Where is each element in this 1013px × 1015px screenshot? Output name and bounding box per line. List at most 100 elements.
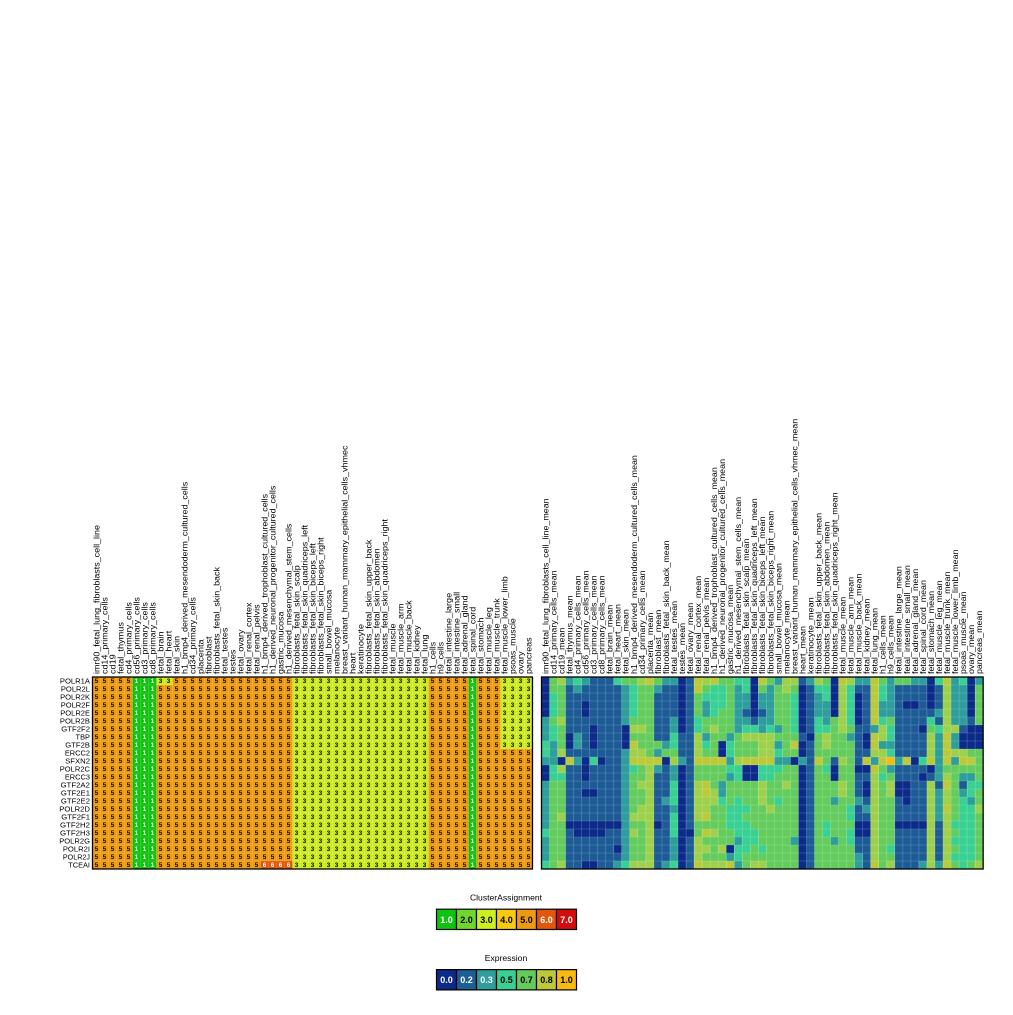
svg-text:melanocyte: melanocyte	[332, 626, 341, 674]
svg-text:h1_bmp4_derived_trophoblast_cu: h1_bmp4_derived_trophoblast_cultured_cel…	[710, 467, 719, 674]
svg-text:cd19_mean: cd19_mean	[557, 628, 566, 674]
svg-text:fetal_adrenal_gland_mean: fetal_adrenal_gland_mean	[911, 569, 920, 674]
svg-text:cd56_primary_cells_mean: cd56_primary_cells_mean	[582, 570, 591, 674]
svg-text:fetal_muscle_mean: fetal_muscle_mean	[839, 597, 848, 674]
svg-text:POLR2G: POLR2G	[59, 836, 90, 845]
svg-text:placenta_mean: placenta_mean	[646, 613, 655, 674]
svg-text:h1_bmp4_derived_mesendoderm_cu: h1_bmp4_derived_mesendoderm_cultured_cel…	[180, 482, 189, 674]
svg-text:GTF2A2: GTF2A2	[60, 780, 90, 789]
svg-text:555555555555555555555533333333: 5555555555555555555555333333333333333335…	[95, 686, 531, 693]
svg-text:fetal_testes: fetal_testes	[220, 628, 229, 674]
svg-text:heart: heart	[348, 652, 357, 674]
svg-text:SFXN2: SFXN2	[65, 756, 90, 765]
svg-text:fibroblasts_fetal_skin_abdomen: fibroblasts_fetal_skin_abdomen	[372, 548, 381, 674]
svg-text:fetal_thymus: fetal_thymus	[116, 622, 125, 674]
svg-text:fetal_brain_mean: fetal_brain_mean	[606, 605, 615, 674]
svg-text:GTF2F2: GTF2F2	[61, 724, 90, 733]
svg-text:555555555555555555555533333333: 5555555555555555555555333333333333333335…	[95, 726, 531, 733]
svg-text:0.5: 0.5	[500, 975, 513, 985]
svg-text:pancreas: pancreas	[524, 637, 533, 674]
svg-text:fibroblasts_fetal_skin_biceps_: fibroblasts_fetal_skin_biceps_right_mean	[766, 511, 775, 674]
svg-text:6.0: 6.0	[540, 915, 553, 925]
svg-text:fetal_thymus_mean: fetal_thymus_mean	[566, 595, 575, 674]
svg-text:fetal_muscle: fetal_muscle	[388, 623, 397, 674]
svg-text:fetal_muscle_trunk_mean: fetal_muscle_trunk_mean	[943, 572, 952, 674]
svg-text:POLR2F: POLR2F	[61, 700, 91, 709]
svg-text:fetal_renal_pelvis_mean: fetal_renal_pelvis_mean	[702, 578, 711, 674]
svg-text:cd34_primary_cells_mean: cd34_primary_cells_mean	[638, 570, 647, 674]
svg-text:gastric_mucosa_mean: gastric_mucosa_mean	[726, 585, 735, 674]
svg-text:fibroblasts_fetal_skin_biceps_: fibroblasts_fetal_skin_biceps_right	[316, 537, 325, 674]
svg-text:555555555555555555333333333333: 5555555555555555553333333333333333355555…	[95, 862, 531, 869]
svg-text:cd34_primary_cells: cd34_primary_cells	[188, 597, 197, 674]
svg-text:555555555555555555555533333333: 5555555555555555555555333333333333333335…	[95, 830, 531, 837]
svg-text:testes_mean: testes_mean	[678, 623, 687, 674]
svg-text:cd4_primary_cells: cd4_primary_cells	[124, 602, 133, 674]
svg-text:POLR2J: POLR2J	[63, 852, 90, 861]
svg-text:POLR2C: POLR2C	[60, 764, 91, 773]
svg-text:fetal_intestine_large_mean: fetal_intestine_large_mean	[895, 566, 904, 674]
svg-text:cd56_primary_cells: cd56_primary_cells	[132, 597, 141, 674]
svg-text:fetal_kidney_mean: fetal_kidney_mean	[863, 599, 872, 674]
svg-text:POLR2K: POLR2K	[60, 692, 90, 701]
svg-text:5.0: 5.0	[520, 915, 533, 925]
svg-text:ERCC2: ERCC2	[65, 748, 90, 757]
svg-text:GTF2H3: GTF2H3	[60, 828, 90, 837]
svg-text:fetal_muscle_leg_mean: fetal_muscle_leg_mean	[935, 581, 944, 674]
svg-text:fetal_muscle_back_mean: fetal_muscle_back_mean	[855, 574, 864, 674]
svg-text:fetal_spinal_cord_mean: fetal_spinal_cord_mean	[919, 580, 928, 674]
svg-text:fibroblasts_fetal_skin_abdomen: fibroblasts_fetal_skin_abdomen_mean	[822, 522, 831, 674]
svg-text:fibroblasts_fetal_skin_quadric: fibroblasts_fetal_skin_quadriceps_right_…	[830, 492, 839, 674]
svg-text:fibroblasts_fetal_skin_upper_b: fibroblasts_fetal_skin_upper_back_mean	[814, 513, 823, 674]
svg-text:cd8_primary_cells: cd8_primary_cells	[148, 602, 157, 674]
svg-text:555555555555555555555533333333: 5555555555555555555555333333333333333335…	[95, 734, 531, 741]
svg-text:0.2: 0.2	[460, 975, 473, 985]
svg-text:ERCC3: ERCC3	[65, 772, 90, 781]
svg-text:555555555555555555555533333333: 5555555555555555555555333333333333333335…	[95, 846, 531, 853]
svg-text:Expression: Expression	[485, 953, 528, 963]
svg-text:testes: testes	[228, 650, 237, 674]
svg-text:keratinocyte: keratinocyte	[356, 623, 365, 674]
svg-text:fibroblasts_fetal_skin_back: fibroblasts_fetal_skin_back	[212, 566, 221, 674]
svg-text:555555555555555555555533333333: 5555555555555555555555333333333333333335…	[95, 814, 531, 821]
svg-text:POLR2I: POLR2I	[63, 844, 90, 853]
svg-text:555555555555555555555533333333: 5555555555555555555555333333333333333335…	[95, 806, 531, 813]
svg-text:POLR2B: POLR2B	[60, 716, 90, 725]
svg-text:555555555555555555555533333333: 5555555555555555555555333333333333333335…	[95, 710, 531, 717]
svg-text:psoas_muscle_mean: psoas_muscle_mean	[959, 592, 968, 674]
svg-text:h1_cells: h1_cells	[428, 642, 437, 674]
svg-text:POLR2D: POLR2D	[59, 804, 90, 813]
svg-text:3.0: 3.0	[480, 915, 493, 925]
svg-text:POLR2L: POLR2L	[61, 684, 90, 693]
svg-text:fetal_muscle_lower_limb_mean: fetal_muscle_lower_limb_mean	[951, 550, 960, 674]
svg-text:cd19: cd19	[108, 654, 117, 674]
svg-text:fetal_ovary_mean: fetal_ovary_mean	[686, 603, 695, 674]
svg-text:h1_derived_neuronal_progenitor: h1_derived_neuronal_progenitor_cultured_…	[718, 459, 727, 674]
svg-text:555555555555555555555533333333: 5555555555555555555555333333333333333335…	[95, 702, 531, 709]
svg-text:fetal_ovary: fetal_ovary	[236, 629, 245, 674]
svg-text:fibroblast: fibroblast	[204, 635, 213, 674]
svg-text:heart_mean: heart_mean	[798, 626, 807, 674]
svg-text:h1_bmp4_derived_trophoblast_cu: h1_bmp4_derived_trophoblast_cultured_cel…	[260, 494, 269, 674]
svg-text:GTF2B: GTF2B	[65, 740, 90, 749]
svg-text:GTF2E1: GTF2E1	[61, 788, 90, 797]
svg-text:555553355555555555555533333333: 5555533555555555555555333333333333333335…	[95, 678, 531, 685]
svg-text:7.0: 7.0	[560, 915, 573, 925]
svg-text:fetal_spinal_cord: fetal_spinal_cord	[468, 607, 477, 674]
svg-text:POLR2E: POLR2E	[60, 708, 90, 717]
svg-text:fetal_brain: fetal_brain	[156, 631, 165, 674]
svg-text:GTF2H2: GTF2H2	[60, 820, 90, 829]
svg-text:pancreas_mean: pancreas_mean	[975, 611, 984, 674]
svg-text:gastric_mucosa: gastric_mucosa	[276, 611, 285, 674]
svg-text:fetal_renal_pelvis: fetal_renal_pelvis	[252, 604, 261, 674]
svg-text:fibroblasts_fetal_skin_upper_b: fibroblasts_fetal_skin_upper_back	[364, 539, 373, 674]
svg-text:fetal_intestine_large: fetal_intestine_large	[444, 592, 453, 674]
svg-text:fetal_muscle_arm: fetal_muscle_arm	[396, 603, 405, 674]
svg-text:fetal_skin_mean: fetal_skin_mean	[622, 609, 631, 674]
svg-text:imr90_fetal_lung_fibroblasts_c: imr90_fetal_lung_fibroblasts_cell_line_m…	[541, 498, 550, 674]
svg-text:fetal_renal_cortex_mean: fetal_renal_cortex_mean	[694, 576, 703, 674]
svg-text:fibroblasts_fetal_skin_scalp: fibroblasts_fetal_skin_scalp	[292, 565, 301, 674]
svg-text:ClusterAssignment: ClusterAssignment	[470, 893, 543, 903]
svg-text:fibroblasts_fetal_skin_back_me: fibroblasts_fetal_skin_back_mean	[662, 540, 671, 674]
svg-text:fetal_heart: fetal_heart	[164, 630, 173, 674]
